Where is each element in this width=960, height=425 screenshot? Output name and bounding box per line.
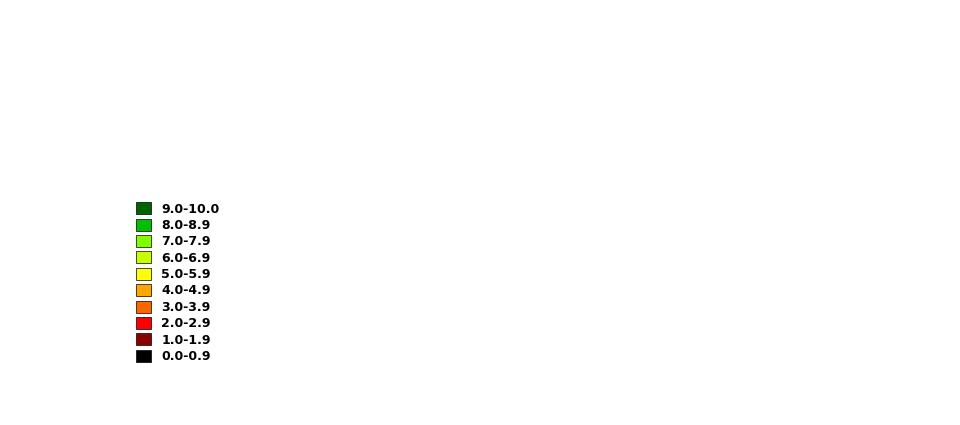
Legend: 9.0-10.0, 8.0-8.9, 7.0-7.9, 6.0-6.9, 5.0-5.9, 4.0-4.9, 3.0-3.9, 2.0-2.9, 1.0-1.9: 9.0-10.0, 8.0-8.9, 7.0-7.9, 6.0-6.9, 5.0… xyxy=(133,200,222,366)
